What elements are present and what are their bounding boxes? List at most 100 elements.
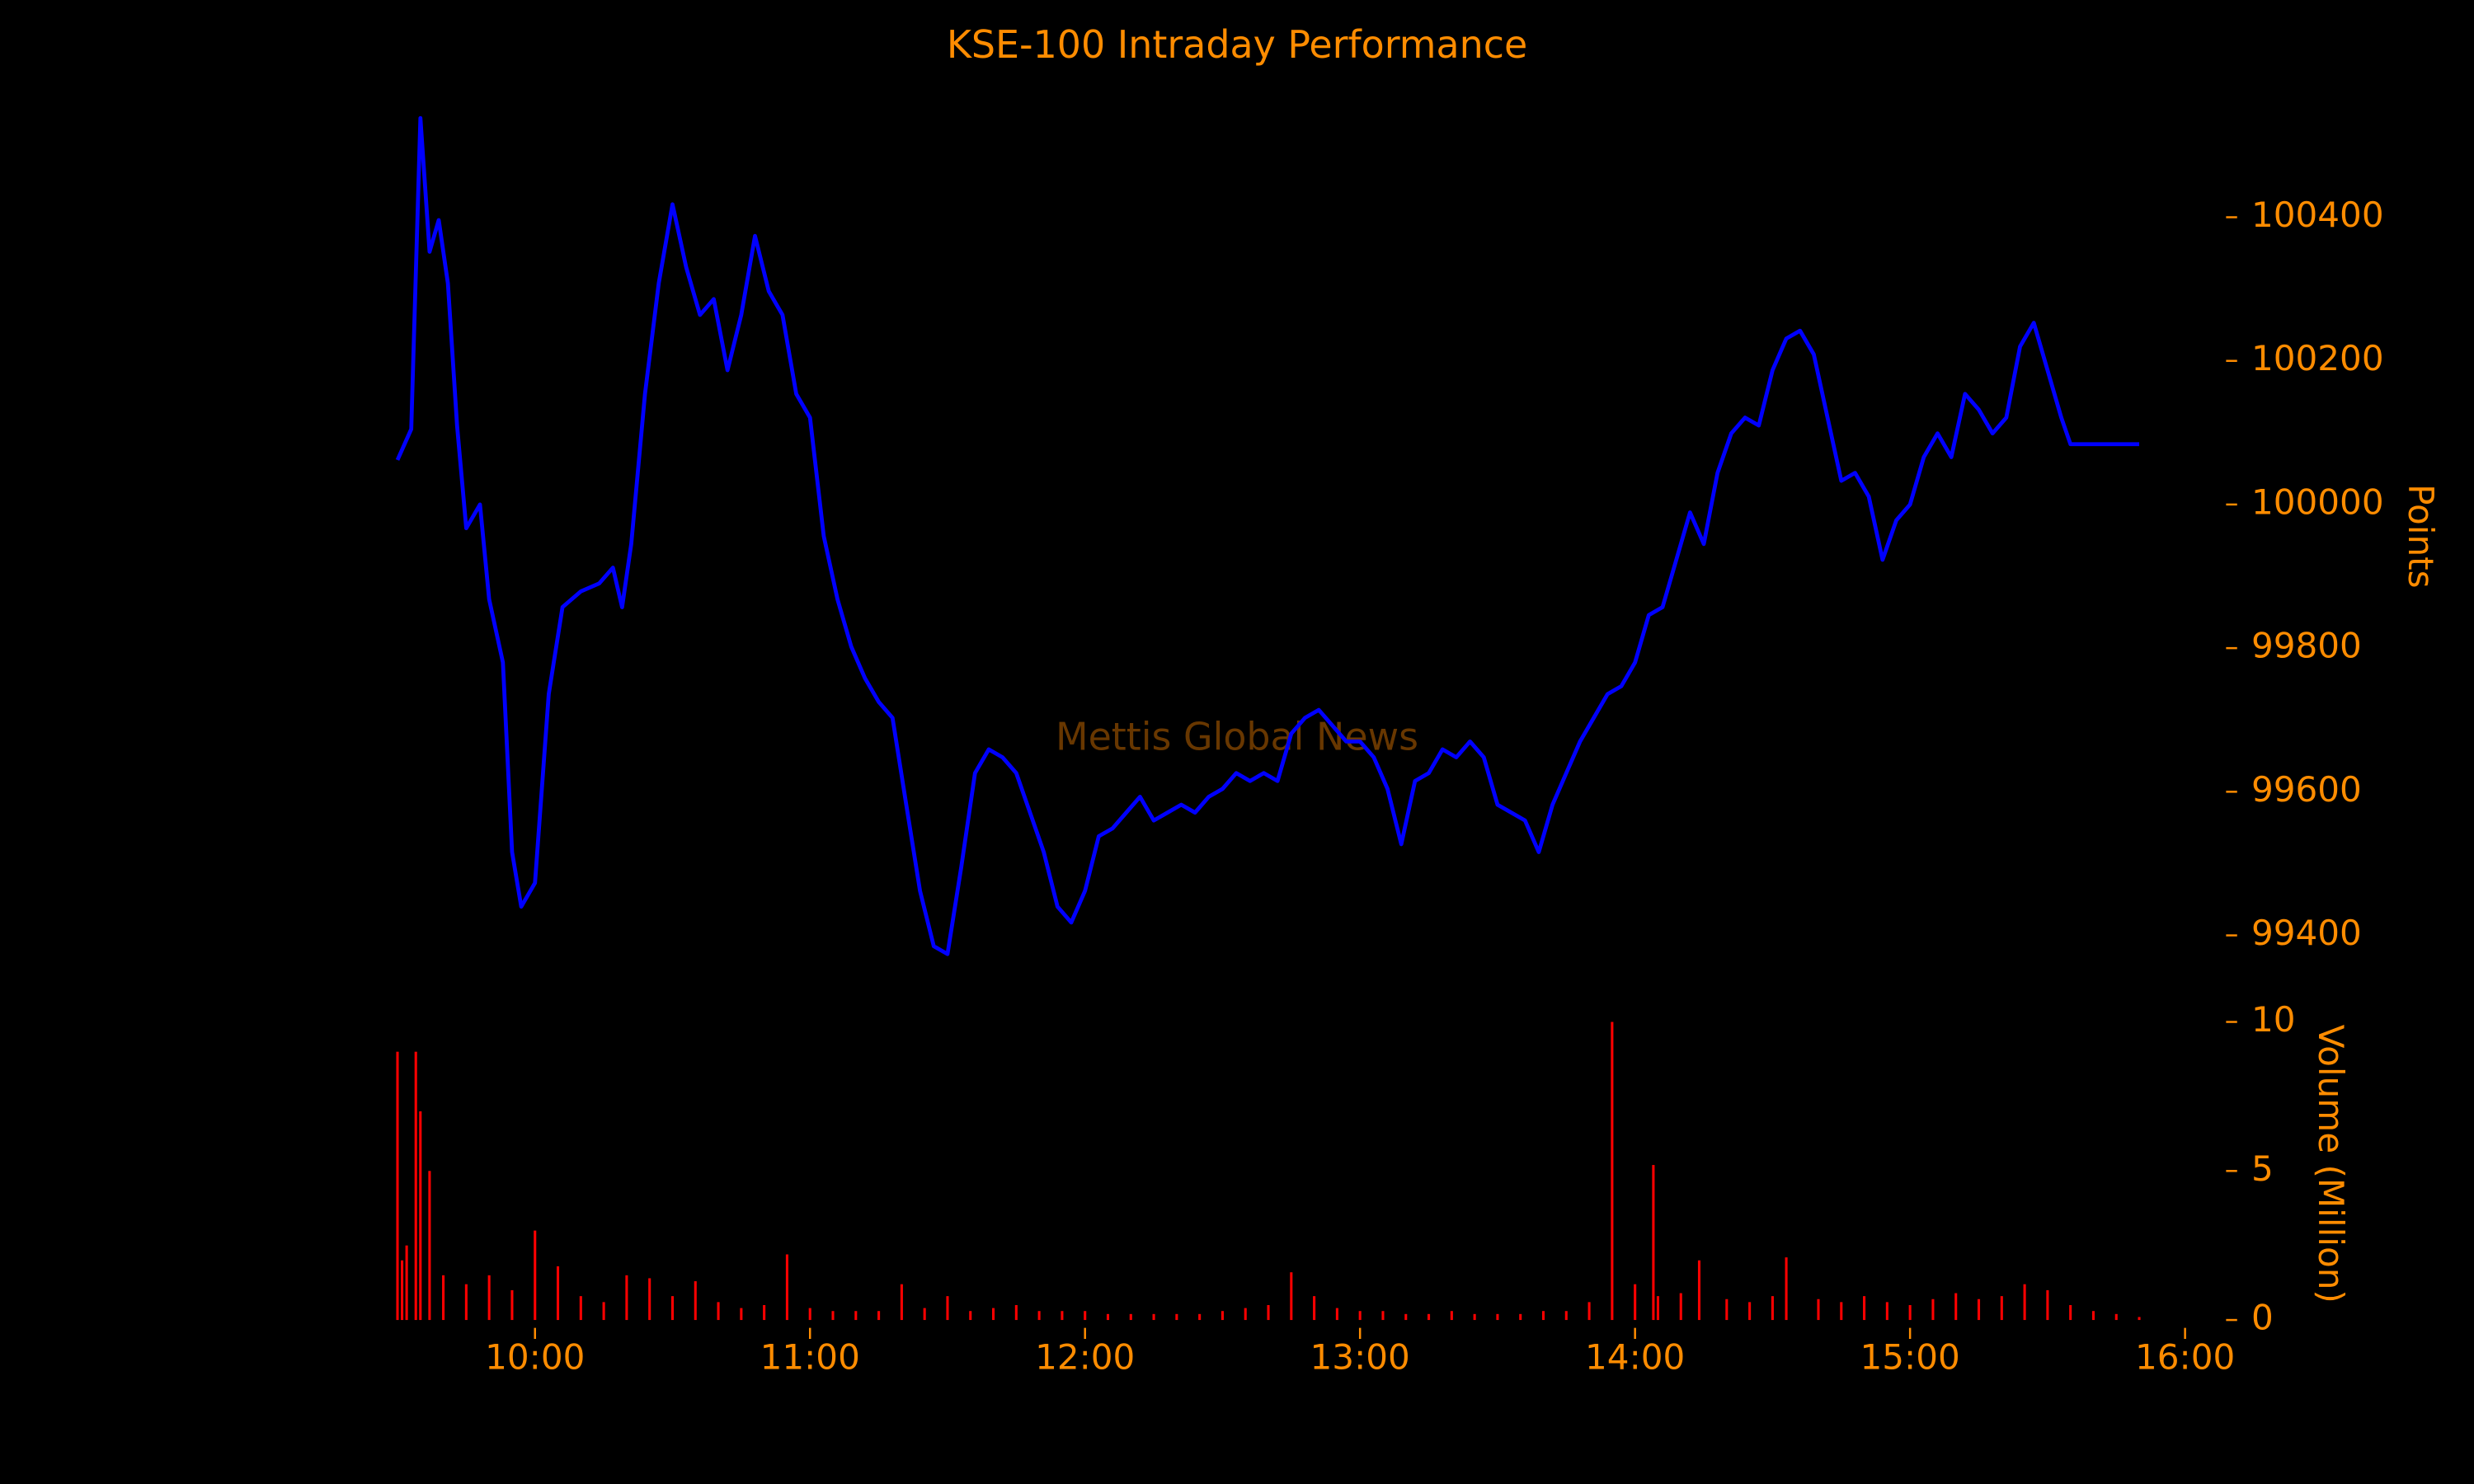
volume-bar xyxy=(2069,1304,2072,1321)
volume-bar xyxy=(1954,1293,1958,1321)
y-tick-label: 5 xyxy=(2251,1148,2274,1189)
volume-bar xyxy=(1198,1313,1202,1321)
volume-bar xyxy=(602,1302,605,1321)
x-tick-label: 13:00 xyxy=(1310,1336,1410,1377)
volume-bar xyxy=(510,1289,514,1321)
volume-bar xyxy=(1221,1311,1224,1321)
volume-bar xyxy=(1519,1313,1522,1321)
volume-bar xyxy=(1175,1313,1178,1321)
y-tick-label: 99800 xyxy=(2251,626,2362,666)
x-tick-label: 12:00 xyxy=(1035,1336,1135,1377)
volume-bar xyxy=(1652,1165,1655,1321)
volume-bar xyxy=(1885,1302,1888,1321)
x-tick-label: 16:00 xyxy=(2135,1336,2235,1377)
volume-bar xyxy=(2091,1311,2095,1321)
y-axis-label: Volume (Million) xyxy=(2311,1025,2351,1303)
volume-bar xyxy=(2138,1317,2141,1321)
volume-bar xyxy=(2000,1296,2003,1321)
volume-bar xyxy=(717,1302,720,1321)
volume-bar xyxy=(1061,1311,1064,1321)
volume-bar xyxy=(1496,1313,1499,1321)
volume-bar xyxy=(1817,1298,1820,1321)
volume-bar xyxy=(854,1311,858,1321)
volume-bar xyxy=(556,1266,560,1321)
chart-title: KSE-100 Intraday Performance xyxy=(947,22,1527,67)
x-tick-label: 15:00 xyxy=(1860,1336,1960,1377)
y-tick-label: 100000 xyxy=(2251,481,2384,522)
volume-bar xyxy=(1908,1304,1912,1321)
volume-bar xyxy=(1473,1313,1476,1321)
volume-bar xyxy=(923,1308,926,1321)
volume-bar xyxy=(487,1275,491,1321)
volume-bar xyxy=(414,1051,417,1321)
y-tick-label: 10 xyxy=(2251,999,2296,1040)
volume-bar xyxy=(992,1308,995,1321)
volume-bar xyxy=(405,1245,408,1321)
volume-bar xyxy=(534,1230,537,1321)
volume-bar xyxy=(464,1284,468,1321)
volume-bar xyxy=(1931,1298,1935,1321)
volume-bar xyxy=(785,1254,788,1321)
volume-bar xyxy=(694,1281,697,1321)
volume-bar xyxy=(1863,1296,1866,1321)
volume-bar xyxy=(877,1311,881,1321)
volume-bar xyxy=(2114,1313,2118,1321)
volume-bar xyxy=(1785,1257,1788,1321)
volume-bar xyxy=(808,1308,811,1321)
volume-bar xyxy=(1404,1313,1408,1321)
volume-bar xyxy=(900,1284,903,1321)
volume-bar xyxy=(1656,1296,1659,1321)
volume-bar xyxy=(1725,1298,1729,1321)
y-tick-label: 0 xyxy=(2251,1298,2274,1338)
y-tick-label: 99600 xyxy=(2251,769,2362,810)
volume-bar xyxy=(1771,1296,1774,1321)
watermark: Mettis Global News xyxy=(1056,715,1418,759)
volume-bar xyxy=(648,1278,651,1321)
volume-bar xyxy=(1840,1302,1843,1321)
volume-bar xyxy=(1290,1272,1293,1321)
volume-bar xyxy=(1129,1313,1132,1321)
volume-bar xyxy=(1106,1313,1110,1321)
volume-bar xyxy=(579,1296,582,1321)
volume-bar xyxy=(1450,1311,1453,1321)
y-tick-label: 100200 xyxy=(2251,338,2384,378)
volume-bar xyxy=(1611,1021,1614,1321)
volume-bar xyxy=(1634,1284,1637,1321)
volume-bar xyxy=(1335,1308,1338,1321)
volume-bar xyxy=(1037,1311,1041,1321)
volume-bar xyxy=(396,1051,399,1321)
y-tick-label: 99400 xyxy=(2251,913,2362,953)
volume-bar xyxy=(1084,1311,1087,1321)
volume-bar xyxy=(1381,1311,1385,1321)
x-tick-label: 14:00 xyxy=(1585,1336,1685,1377)
volume-bar xyxy=(2023,1284,2026,1321)
volume-bar xyxy=(1014,1304,1018,1321)
x-tick-label: 10:00 xyxy=(485,1336,585,1377)
volume-bar xyxy=(401,1260,404,1321)
volume-bar xyxy=(1267,1304,1270,1321)
volume-bar xyxy=(1358,1311,1362,1321)
price-line xyxy=(395,115,2140,956)
volume-bar xyxy=(1748,1302,1752,1321)
volume-bar xyxy=(1679,1293,1682,1321)
volume-bar xyxy=(740,1308,743,1321)
volume-bar xyxy=(625,1275,628,1321)
volume-bar xyxy=(946,1296,949,1321)
volume-bar xyxy=(1564,1311,1568,1321)
volume-bar xyxy=(1541,1311,1545,1321)
volume-bar xyxy=(763,1304,766,1321)
volume-bar xyxy=(419,1111,422,1321)
volume-bar xyxy=(831,1311,835,1321)
x-tick-label: 11:00 xyxy=(760,1336,860,1377)
volume-bar xyxy=(442,1275,445,1321)
volume-bar xyxy=(1152,1313,1155,1321)
y-axis-label: Points xyxy=(2401,484,2441,588)
volume-bar xyxy=(1697,1260,1701,1321)
volume-bar xyxy=(969,1311,972,1321)
y-tick-label: 100400 xyxy=(2251,195,2384,235)
volume-bar xyxy=(670,1296,675,1321)
volume-bar xyxy=(1427,1313,1431,1321)
volume-bar xyxy=(1244,1308,1247,1321)
